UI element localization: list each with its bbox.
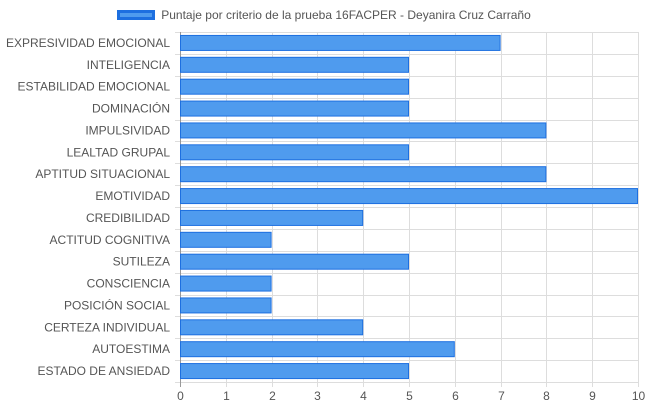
bar — [180, 56, 409, 73]
category-label: CERTEZA INDIVIDUAL — [44, 320, 170, 334]
x-tick-label: 5 — [406, 389, 413, 403]
x-tick-label: 0 — [177, 389, 184, 403]
x-tick-label: 2 — [269, 389, 276, 403]
category-label: IMPULSIVIDAD — [85, 123, 170, 137]
chart-legend[interactable]: Puntaje por criterio de la prueba 16FACP… — [0, 6, 648, 24]
bar — [180, 34, 501, 51]
bar — [180, 209, 364, 226]
category-label: EMOTIVIDAD — [95, 189, 170, 203]
category-label: ACTITUD COGNITIVA — [50, 233, 170, 247]
bar — [180, 297, 272, 314]
x-tick-label: 8 — [543, 389, 550, 403]
category-label: ESTADO DE ANSIEDAD — [38, 364, 171, 378]
legend-swatch — [117, 10, 156, 20]
bar — [180, 78, 409, 95]
category-label: ESTABILIDAD EMOCIONAL — [18, 80, 171, 94]
bar — [180, 275, 272, 292]
bar — [180, 231, 272, 248]
x-tick-label: 6 — [452, 389, 459, 403]
category-label: DOMINACIÓN — [92, 101, 170, 116]
category-label: SUTILEZA — [113, 255, 170, 269]
bar — [180, 188, 638, 205]
category-label: POSICIÓN SOCIAL — [64, 297, 170, 312]
bar — [180, 144, 409, 161]
bar — [180, 341, 455, 358]
category-label: INTELIGENCIA — [87, 58, 170, 72]
legend-label: Puntaje por criterio de la prueba 16FACP… — [161, 8, 531, 22]
bar — [180, 363, 409, 380]
category-label: CREDIBILIDAD — [86, 211, 170, 225]
category-label: LEALTAD GRUPAL — [67, 145, 171, 159]
x-tick-label: 1 — [223, 389, 230, 403]
category-label: APTITUD SITUACIONAL — [35, 167, 170, 181]
bar — [180, 253, 409, 270]
x-tick-label: 7 — [498, 389, 505, 403]
x-tick-label: 3 — [314, 389, 321, 403]
x-tick-label: 4 — [360, 389, 367, 403]
bar — [180, 122, 547, 139]
bar — [180, 166, 547, 183]
bar — [180, 319, 364, 336]
x-tick-label: 9 — [589, 389, 596, 403]
bar — [180, 100, 409, 117]
category-label: CONSCIENCIA — [87, 277, 170, 291]
category-label: EXPRESIVIDAD EMOCIONAL — [6, 36, 170, 50]
x-tick-label: 10 — [632, 389, 646, 403]
category-label: AUTOESTIMA — [92, 342, 170, 356]
